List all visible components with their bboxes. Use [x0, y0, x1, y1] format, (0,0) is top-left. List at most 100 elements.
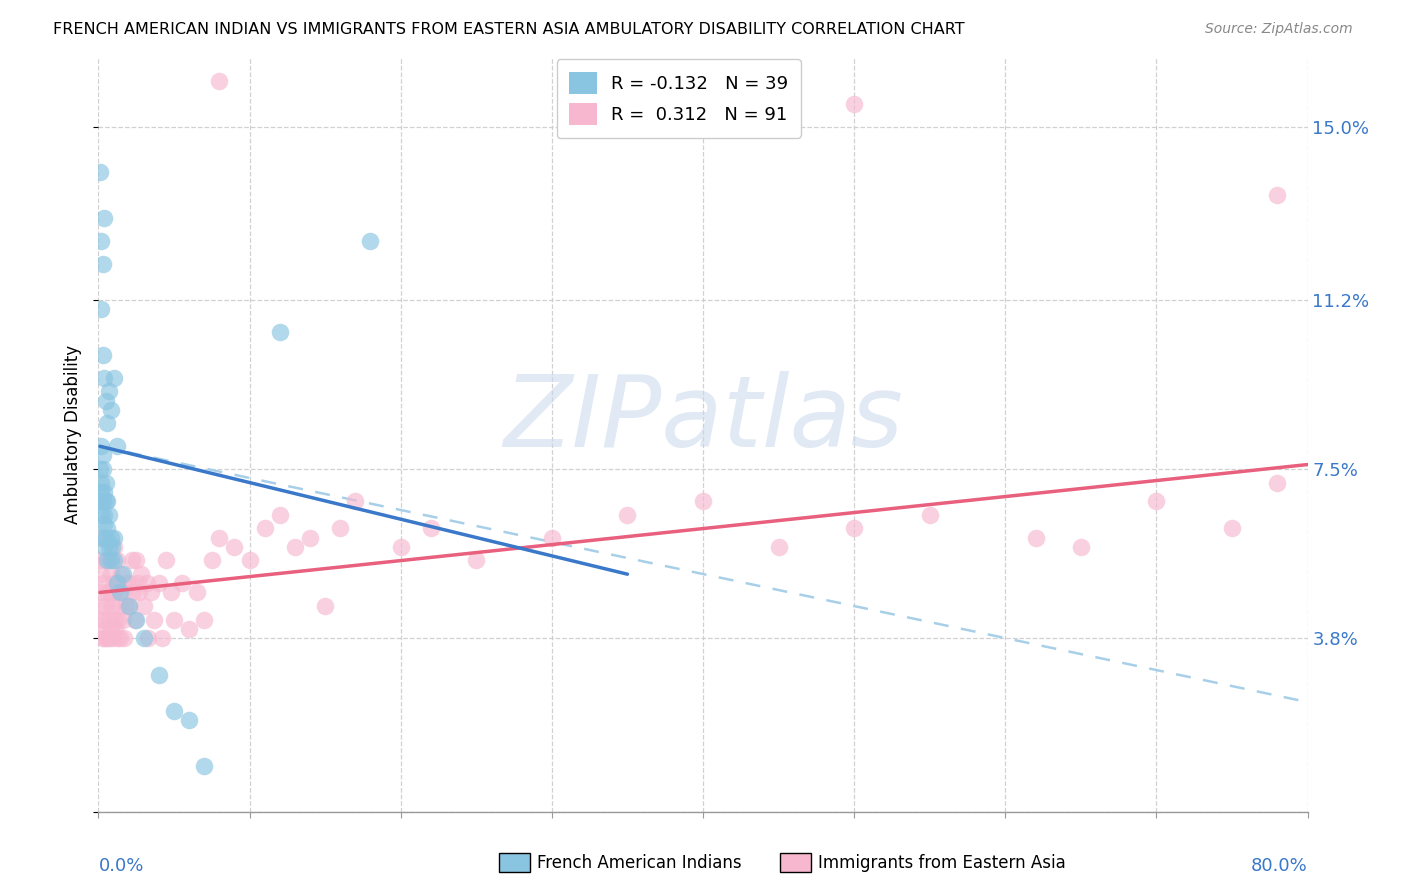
- Point: [96, 631, 118, 645]
- Point: [127, 576, 149, 591]
- Point: [284, 540, 307, 554]
- Point: [94, 393, 117, 408]
- Point: [1070, 540, 1092, 554]
- Point: [94, 531, 117, 545]
- Point: [98, 540, 121, 554]
- Point: [93, 211, 115, 225]
- Point: [94, 599, 117, 614]
- Point: [90, 302, 112, 317]
- Text: ZIPatlas: ZIPatlas: [503, 371, 903, 468]
- Point: [90, 475, 112, 490]
- Point: [344, 494, 367, 508]
- Point: [94, 475, 117, 490]
- Point: [100, 402, 122, 417]
- Point: [104, 622, 127, 636]
- Point: [91, 599, 114, 614]
- Point: [111, 567, 134, 582]
- Point: [103, 531, 125, 545]
- Point: [1024, 531, 1046, 545]
- Legend: R = -0.132   N = 39, R =  0.312   N = 91: R = -0.132 N = 39, R = 0.312 N = 91: [557, 60, 801, 138]
- Point: [692, 494, 714, 508]
- Point: [89, 553, 111, 567]
- Point: [844, 521, 866, 535]
- Point: [132, 599, 155, 614]
- Text: French American Indians: French American Indians: [537, 854, 742, 871]
- Point: [208, 74, 231, 88]
- Text: 80.0%: 80.0%: [1251, 857, 1308, 875]
- Point: [103, 370, 125, 384]
- Point: [100, 567, 122, 582]
- Point: [100, 622, 122, 636]
- Point: [163, 704, 186, 718]
- Point: [179, 622, 201, 636]
- Point: [616, 508, 638, 522]
- Point: [108, 631, 131, 645]
- Point: [105, 576, 128, 591]
- Point: [125, 553, 148, 567]
- Point: [93, 370, 115, 384]
- Point: [186, 585, 208, 599]
- Point: [465, 553, 488, 567]
- Point: [201, 553, 224, 567]
- Y-axis label: Ambulatory Disability: Ambulatory Disability: [65, 345, 83, 524]
- Point: [103, 613, 125, 627]
- Point: [160, 585, 183, 599]
- Point: [91, 348, 114, 362]
- Point: [89, 462, 111, 476]
- Point: [94, 553, 117, 567]
- Point: [224, 540, 246, 554]
- Point: [101, 540, 124, 554]
- Point: [136, 631, 159, 645]
- Point: [93, 540, 115, 554]
- Point: [103, 576, 125, 591]
- Point: [101, 599, 124, 614]
- Point: [118, 599, 141, 614]
- Point: [91, 256, 114, 270]
- Point: [122, 585, 145, 599]
- Point: [89, 585, 111, 599]
- Point: [94, 494, 117, 508]
- Point: [96, 585, 118, 599]
- Point: [101, 631, 124, 645]
- Point: [108, 599, 131, 614]
- Text: 0.0%: 0.0%: [98, 857, 143, 875]
- Point: [111, 585, 134, 599]
- Point: [96, 521, 118, 535]
- Point: [141, 585, 163, 599]
- Point: [100, 531, 122, 545]
- Point: [100, 585, 122, 599]
- Point: [1267, 188, 1289, 202]
- Point: [120, 576, 142, 591]
- Point: [91, 531, 114, 545]
- Point: [128, 585, 150, 599]
- Point: [111, 613, 134, 627]
- Point: [110, 567, 132, 582]
- Point: [150, 631, 173, 645]
- Point: [105, 631, 128, 645]
- Point: [98, 613, 121, 627]
- Point: [93, 576, 115, 591]
- Point: [107, 613, 129, 627]
- Point: [90, 485, 112, 500]
- Point: [420, 521, 443, 535]
- Point: [768, 540, 790, 554]
- Point: [90, 439, 112, 453]
- Point: [132, 631, 155, 645]
- Point: [93, 631, 115, 645]
- Point: [96, 417, 118, 431]
- Text: Source: ZipAtlas.com: Source: ZipAtlas.com: [1205, 22, 1353, 37]
- Point: [208, 531, 231, 545]
- Point: [98, 631, 121, 645]
- Point: [239, 553, 262, 567]
- Point: [93, 516, 115, 531]
- Point: [98, 384, 121, 399]
- Point: [143, 613, 166, 627]
- Point: [124, 613, 146, 627]
- Point: [91, 494, 114, 508]
- Point: [253, 521, 276, 535]
- Point: [94, 622, 117, 636]
- Point: [90, 613, 112, 627]
- Text: Immigrants from Eastern Asia: Immigrants from Eastern Asia: [818, 854, 1066, 871]
- Point: [108, 585, 131, 599]
- Point: [93, 613, 115, 627]
